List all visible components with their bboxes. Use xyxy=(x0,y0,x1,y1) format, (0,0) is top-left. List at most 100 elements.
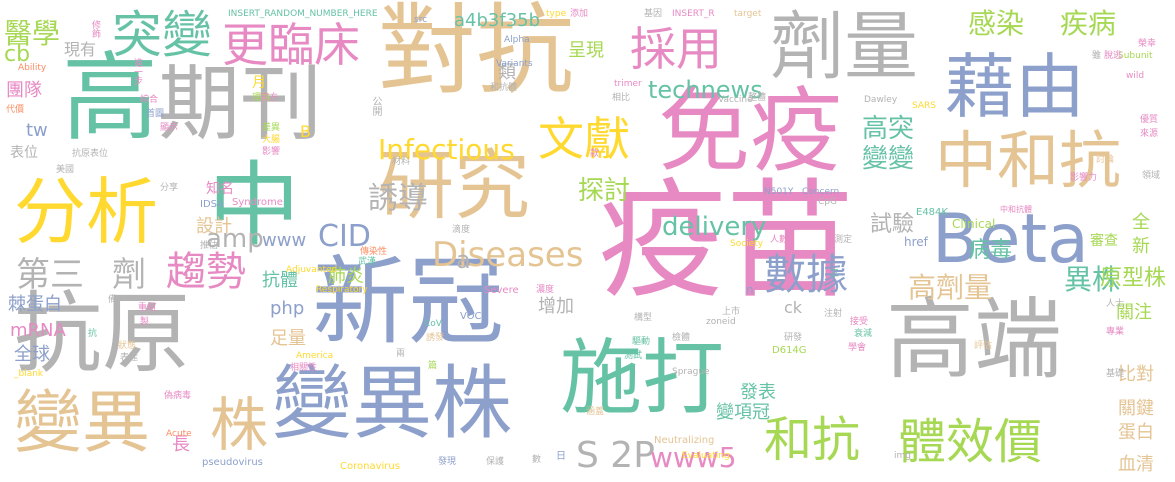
cloud-word: 採用 xyxy=(630,22,722,76)
cloud-word: CoV xyxy=(424,319,442,329)
cloud-word: 原型株 xyxy=(1100,266,1167,291)
cloud-word: 武漢 xyxy=(358,257,377,267)
cloud-word: 對抗 xyxy=(378,0,575,108)
cloud-word: 體效價 xyxy=(898,414,1043,470)
cloud-word: Society xyxy=(730,239,764,249)
cloud-word: 抗體 xyxy=(262,270,298,291)
cloud-word: INSERT_R xyxy=(672,9,715,19)
cloud-word: IDSA xyxy=(200,199,225,210)
cloud-word: 足量 xyxy=(270,328,306,349)
cloud-word: Concern xyxy=(802,187,840,197)
cloud-word: 抗原表位 xyxy=(72,149,109,159)
cloud-word: 知名 xyxy=(206,181,234,197)
cloud-word: 表達 xyxy=(120,353,139,363)
cloud-word: Syndrome xyxy=(232,197,283,208)
cloud-word: www xyxy=(262,230,307,251)
cloud-word: 變項 xyxy=(716,402,752,423)
cloud-word: CID xyxy=(318,219,371,254)
cloud-word: 三 xyxy=(830,269,840,279)
cloud-word: D614G xyxy=(772,345,807,356)
cloud-word: 測試 xyxy=(624,351,643,361)
cloud-word: 理論 xyxy=(252,93,271,103)
cloud-word: Diseases xyxy=(432,235,584,275)
cloud-word: tw xyxy=(26,120,48,141)
cloud-word: mRNA xyxy=(10,320,66,341)
cloud-word: VOCs xyxy=(460,311,487,322)
cloud-word: 專業 xyxy=(1106,327,1125,337)
cloud-word: 變異 xyxy=(14,384,151,463)
cloud-word: Beta xyxy=(932,200,1089,279)
cloud-word: 分析 xyxy=(14,170,159,254)
cloud-word: 關注 xyxy=(1116,302,1152,323)
cloud-word: cb xyxy=(4,42,31,67)
cloud-word: 雖 xyxy=(1092,51,1102,61)
cloud-word: 現有 xyxy=(64,40,97,59)
cloud-word: 修飾 xyxy=(90,20,100,38)
cloud-word: 表位 xyxy=(10,145,38,161)
cloud-word: Coronavirus xyxy=(340,461,400,472)
cloud-word: 衰減 xyxy=(854,329,873,339)
cloud-word: 發現 xyxy=(438,457,457,467)
cloud-word: 異株 xyxy=(1064,263,1121,296)
cloud-word: 施打 xyxy=(560,331,725,426)
cloud-word: Ability xyxy=(18,63,47,73)
cloud-word: CpG xyxy=(818,197,837,207)
cloud-word: 測定 xyxy=(834,235,853,245)
cloud-word: n xyxy=(746,283,754,297)
cloud-word: wild xyxy=(1126,71,1145,81)
cloud-word: 變異株 xyxy=(272,357,512,450)
cloud-word: 月 xyxy=(252,75,266,91)
cloud-word: 更臨床 xyxy=(222,18,360,72)
cloud-word: 疫苗 xyxy=(598,167,855,316)
cloud-word: 高端 xyxy=(886,288,1063,391)
cloud-word: 來源 xyxy=(1140,129,1159,139)
cloud-word: 材料 xyxy=(392,157,411,167)
cloud-word: 滴度 xyxy=(452,225,471,235)
cloud-word: 製 xyxy=(140,317,150,327)
cloud-word: technews xyxy=(648,76,763,104)
cloud-word: SARS xyxy=(912,101,937,111)
cloud-word: 驅動 xyxy=(632,337,651,347)
cloud-word: 發表 xyxy=(740,382,776,403)
cloud-word: 醫學 xyxy=(4,17,61,50)
cloud-word: 基因 xyxy=(644,9,663,19)
cloud-word: 關鍵 xyxy=(1118,398,1154,419)
cloud-word: 設計 xyxy=(196,216,232,237)
cloud-word: 差異 xyxy=(262,123,281,133)
cloud-word: 款 xyxy=(588,148,598,157)
cloud-word: 影響 xyxy=(262,147,281,157)
cloud-word: 公開 xyxy=(370,96,381,116)
cloud-word: zoneid xyxy=(706,317,736,327)
cloud-word: 新冠 xyxy=(312,246,504,358)
cloud-word: href xyxy=(904,235,928,249)
cloud-word: 傳染性 xyxy=(360,247,388,257)
cloud-word: 疾病 xyxy=(1060,7,1117,40)
cloud-word: 血清 xyxy=(1118,454,1154,475)
cloud-word: 第三 xyxy=(16,255,84,295)
cloud-word: 研發 xyxy=(784,333,803,343)
cloud-word: 新 xyxy=(1132,236,1150,257)
cloud-word: 整體 xyxy=(748,93,767,103)
cloud-word: 冠 xyxy=(752,402,770,423)
cloud-word: 脫逃 xyxy=(1104,51,1123,61)
cloud-word: 領域 xyxy=(1142,171,1161,181)
cloud-word: 審查 xyxy=(1090,233,1118,249)
cloud-word: 高 xyxy=(62,42,158,154)
cloud-word: 添加 xyxy=(570,9,589,19)
cloud-word: 藉由 xyxy=(945,46,1085,128)
cloud-word: E484K xyxy=(916,207,948,218)
cloud-word: 推估 xyxy=(200,241,219,251)
cloud-word: 重組 xyxy=(138,303,157,313)
cloud-word: 劑 xyxy=(112,255,146,295)
cloud-word: 學會 xyxy=(848,343,867,353)
cloud-word: pseudovirus xyxy=(202,457,263,468)
cloud-word: ck xyxy=(784,298,803,317)
cloud-word: target xyxy=(734,9,762,19)
cloud-word: 劑量 xyxy=(770,4,918,90)
cloud-word: 評估 xyxy=(974,341,993,351)
cloud-word: 代價 xyxy=(6,105,25,115)
cloud-word: 研究 xyxy=(378,141,530,230)
cloud-word: a4b3f35b xyxy=(454,10,541,31)
cloud-word: 誘發 xyxy=(426,333,445,343)
